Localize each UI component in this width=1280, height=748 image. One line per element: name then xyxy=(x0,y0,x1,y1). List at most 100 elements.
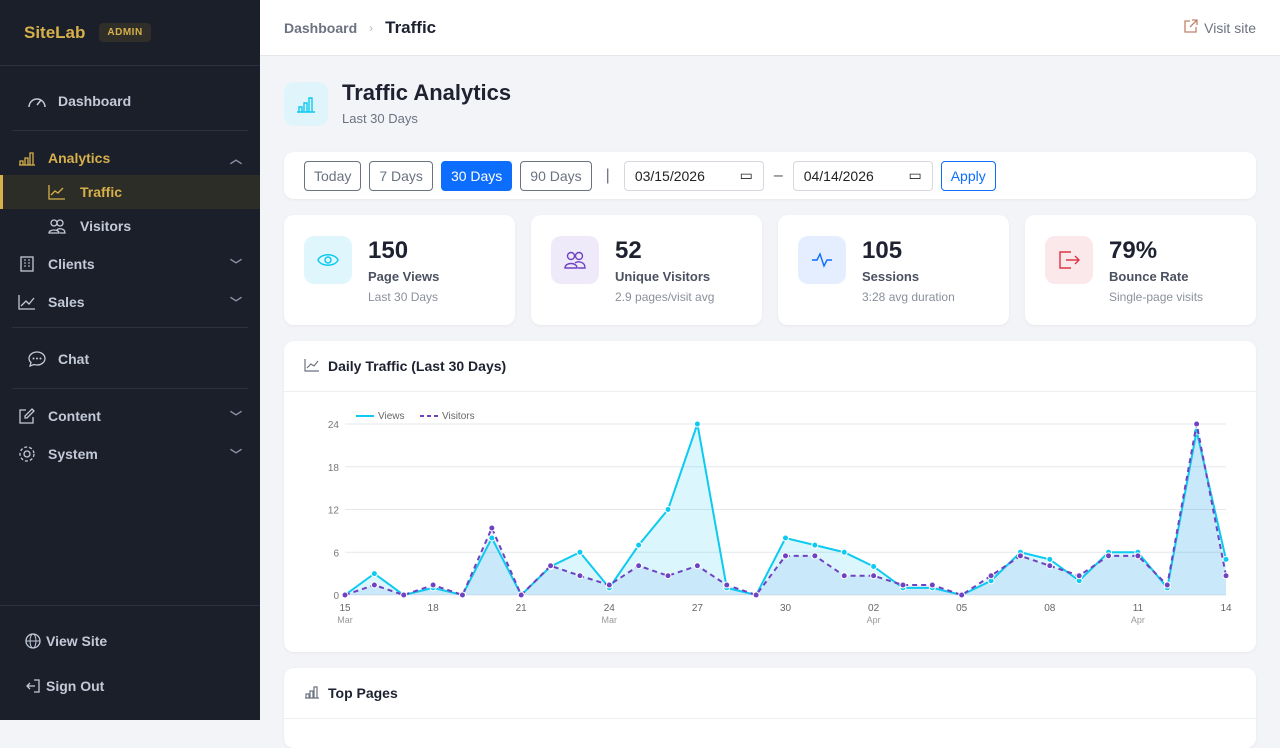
data-point xyxy=(811,552,819,560)
data-point xyxy=(693,420,701,428)
chat-icon xyxy=(26,351,48,367)
x-tick-month: Apr xyxy=(867,615,881,625)
data-point xyxy=(547,562,555,570)
daily-traffic-card: Daily Traffic (Last 30 Days) 0 6 12 18 24 15 M… xyxy=(284,341,1256,652)
series-area-views xyxy=(345,424,1226,595)
date-range-dash: – xyxy=(773,166,783,184)
y-tick-label: 18 xyxy=(328,463,340,474)
data-point xyxy=(341,591,349,599)
stat-sub: 3:28 avg duration xyxy=(862,290,955,304)
calendar-icon[interactable]: ▭ xyxy=(739,167,753,183)
x-tick-label: 08 xyxy=(1044,603,1056,614)
start-date-input[interactable]: 03/15/2026 ▭ xyxy=(623,160,764,191)
legend-label: Views xyxy=(378,411,405,422)
users-icon xyxy=(48,218,70,234)
today-button[interactable]: Today xyxy=(304,160,362,191)
page-subtitle: Last 30 Days xyxy=(342,111,418,126)
data-point xyxy=(1105,552,1113,560)
admin-badge: ADMIN xyxy=(99,23,151,42)
gear-icon xyxy=(16,445,38,463)
30-days-button[interactable]: 30 Days xyxy=(440,160,513,191)
stat-value: 52 xyxy=(615,237,642,264)
sidebar-item-dashboard[interactable]: Dashboard xyxy=(0,90,260,112)
data-point xyxy=(811,541,819,549)
y-tick-label: 24 xyxy=(328,420,340,431)
sidebar-item-label: Sales xyxy=(48,294,85,310)
breadcrumb-dashboard[interactable]: Dashboard xyxy=(284,19,358,36)
y-tick-label: 6 xyxy=(333,548,339,559)
calendar-icon[interactable]: ▭ xyxy=(908,167,922,183)
data-point xyxy=(723,581,731,589)
90-days-button[interactable]: 90 Days xyxy=(520,160,592,191)
data-point xyxy=(635,541,643,549)
x-tick-label: 30 xyxy=(780,603,792,614)
brand: SiteLab ADMIN xyxy=(0,0,260,66)
eye-icon xyxy=(304,236,352,284)
chevron-down-icon: ﹀ xyxy=(229,447,242,462)
data-point xyxy=(635,562,643,570)
data-point xyxy=(782,534,789,542)
stat-value: 79% xyxy=(1109,237,1158,264)
data-point xyxy=(458,591,466,599)
data-point xyxy=(899,581,907,589)
top-pages-card: Top Pages xyxy=(284,668,1256,748)
stat-card-page-views: 150 Page Views Last 30 Days xyxy=(284,215,515,325)
sidebar-item-content[interactable]: Content ﹀ xyxy=(0,405,260,427)
stat-label: Unique Visitors xyxy=(615,269,711,284)
stat-value: 150 xyxy=(368,237,409,264)
stat-card-sessions: 105 Sessions 3:28 avg duration xyxy=(778,215,1009,325)
data-point xyxy=(664,572,672,580)
data-point xyxy=(928,581,936,589)
data-point xyxy=(1193,420,1201,428)
x-tick-label: 24 xyxy=(604,603,616,614)
apply-button[interactable]: Apply xyxy=(940,160,996,191)
sidebar-item-label: System xyxy=(48,446,98,462)
sidebar-item-sales[interactable]: Sales ﹀ xyxy=(0,291,260,313)
sign-out-icon xyxy=(22,678,44,694)
sign-out-button[interactable]: Sign Out xyxy=(0,675,260,697)
speedometer-icon xyxy=(26,93,48,109)
7-days-button[interactable]: 7 Days xyxy=(369,160,433,191)
data-point xyxy=(605,581,613,589)
sidebar-item-visitors[interactable]: Visitors xyxy=(0,209,260,243)
sidebar-item-traffic[interactable]: Traffic xyxy=(0,175,260,209)
sidebar-item-clients[interactable]: Clients ﹀ xyxy=(0,253,260,275)
x-tick-label: 21 xyxy=(516,603,528,614)
bar-chart-icon xyxy=(304,685,320,702)
y-tick-label: 0 xyxy=(333,591,339,602)
logo[interactable]: SiteLab xyxy=(24,22,86,42)
data-point xyxy=(870,563,878,570)
sidebar-item-label: View Site xyxy=(46,633,108,649)
edit-icon xyxy=(16,408,38,424)
data-point xyxy=(1163,581,1171,589)
x-tick-label: 02 xyxy=(868,603,880,614)
data-point xyxy=(1222,572,1230,580)
activity-icon xyxy=(798,236,846,284)
sidebar-item-analytics[interactable]: Analytics ︿ xyxy=(0,147,260,169)
visit-site-label: Visit site xyxy=(1204,19,1256,36)
x-tick-label: 05 xyxy=(956,603,968,614)
sidebar-item-label: Dashboard xyxy=(58,93,132,109)
stat-card-unique-visitors: 52 Unique Visitors 2.9 pages/visit avg xyxy=(531,215,762,325)
data-point xyxy=(370,581,378,589)
x-tick-month: Mar xyxy=(602,615,618,625)
breadcrumb-chevron-icon: › xyxy=(369,20,374,35)
building-icon xyxy=(16,256,38,272)
x-tick-label: 15 xyxy=(339,603,351,614)
date-filter-bar: Today 7 Days 30 Days 90 Days | 03/15/202… xyxy=(284,152,1256,199)
stat-sub: 2.9 pages/visit avg xyxy=(615,290,715,304)
data-point xyxy=(1134,552,1142,560)
data-point xyxy=(840,572,848,580)
data-point xyxy=(1075,572,1083,580)
visit-site-link[interactable]: Visit site xyxy=(1184,19,1256,36)
data-point xyxy=(958,591,966,599)
line-chart-icon xyxy=(304,358,320,375)
end-date-input[interactable]: 04/14/2026 ▭ xyxy=(792,160,933,191)
sidebar-item-chat[interactable]: Chat xyxy=(0,348,260,370)
x-tick-month: Apr xyxy=(1131,615,1145,625)
data-point xyxy=(664,506,672,513)
data-point xyxy=(752,591,760,599)
view-site-link[interactable]: View Site xyxy=(0,630,260,652)
sidebar-item-system[interactable]: System ﹀ xyxy=(0,443,260,465)
stat-value: 105 xyxy=(862,237,903,264)
